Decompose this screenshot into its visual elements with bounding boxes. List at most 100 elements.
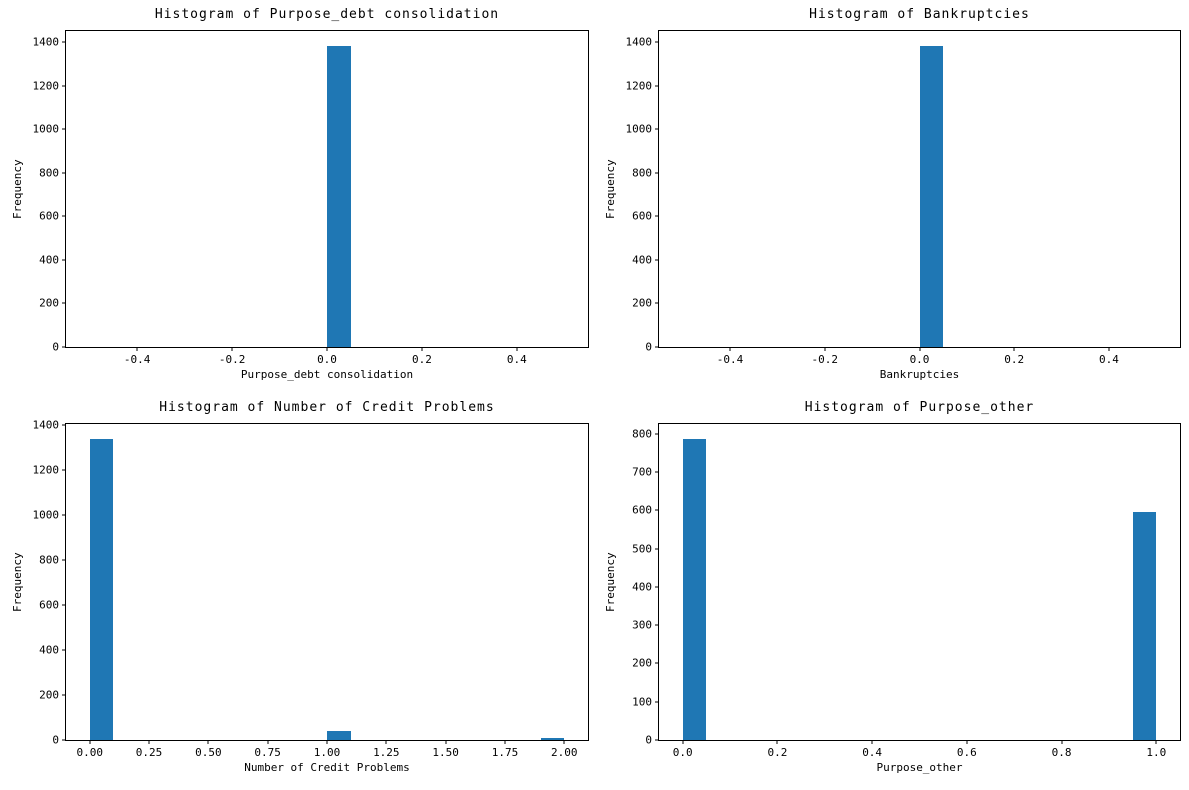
x-tick-mark	[326, 347, 328, 351]
x-tick-mark	[516, 347, 518, 351]
chart-title: Histogram of Bankruptcies	[809, 7, 1030, 22]
x-tick-mark	[421, 347, 423, 351]
x-tick-mark	[267, 740, 269, 744]
y-tick-mark	[655, 215, 659, 217]
x-tick-mark	[136, 347, 138, 351]
x-tick-mark	[326, 740, 328, 744]
y-axis-label: Frequency	[11, 552, 24, 612]
y-tick-mark	[655, 586, 659, 588]
y-tick-mark	[655, 624, 659, 626]
x-tick-mark	[231, 347, 233, 351]
x-tick-label: -0.4	[716, 353, 744, 366]
x-tick-label: 0.50	[195, 746, 222, 759]
y-tick-label: 800	[39, 166, 59, 180]
x-tick-label: -0.2	[218, 353, 246, 366]
y-tick-mark	[62, 424, 66, 426]
y-tick-label: 800	[39, 553, 59, 567]
y-tick-mark	[62, 215, 66, 217]
y-tick-label: 400	[632, 580, 652, 594]
y-tick-label: 600	[632, 503, 652, 517]
y-tick-label: 800	[632, 166, 652, 180]
y-tick-label: 1200	[625, 79, 653, 93]
y-tick-label: 1200	[32, 463, 60, 477]
x-tick-label: 2.00	[551, 746, 578, 759]
y-tick-label: 0	[52, 340, 59, 354]
x-tick-mark	[871, 740, 873, 744]
y-tick-mark	[62, 41, 66, 43]
plot-area: -0.4 -0.2 0.0 0.2 0.4 0 200 400 600 800 1000 1200 14…	[626, 30, 1181, 366]
x-tick-label: 0.4	[506, 353, 527, 366]
plot-area: -0.4 -0.2 0.0 0.2 0.4 0 200 400 600 800 1000 1200 14…	[33, 30, 589, 366]
x-tick-mark	[385, 740, 387, 744]
y-tick-mark	[62, 128, 66, 130]
y-tick-label: 1000	[625, 122, 653, 136]
x-axis-label: Bankruptcies	[879, 368, 960, 381]
x-tick-label: 0.25	[135, 746, 163, 759]
y-tick-label: 600	[39, 209, 59, 223]
x-tick-label: -0.2	[811, 353, 839, 366]
y-tick-label: 1000	[32, 122, 60, 136]
y-tick-label: 200	[39, 296, 59, 310]
y-tick-mark	[655, 128, 659, 130]
x-tick-label: 0.4	[1099, 353, 1119, 366]
histogram-bar	[682, 438, 707, 740]
y-tick-label: 600	[632, 209, 652, 223]
y-tick-mark	[655, 172, 659, 174]
histogram-bar	[1132, 512, 1157, 740]
x-tick-label: 0.0	[909, 353, 930, 366]
y-tick-mark	[62, 739, 66, 741]
y-tick-label: 400	[632, 253, 652, 267]
x-tick-mark	[207, 740, 209, 744]
y-tick-label: 700	[632, 465, 652, 479]
y-tick-label: 400	[39, 643, 59, 657]
x-tick-label: 1.25	[373, 746, 400, 759]
x-tick-label: 0.0	[317, 353, 337, 366]
y-tick-mark	[62, 559, 66, 561]
y-axis-label: Frequency	[11, 159, 24, 219]
x-tick-mark	[504, 740, 506, 744]
x-tick-mark	[148, 740, 150, 744]
y-tick-mark	[655, 85, 659, 87]
y-tick-mark	[62, 346, 66, 348]
x-tick-label: 0.00	[76, 746, 103, 759]
y-tick-mark	[655, 302, 659, 304]
y-tick-mark	[62, 694, 66, 696]
y-tick-mark	[62, 604, 66, 606]
y-tick-mark	[62, 172, 66, 174]
x-tick-mark	[1108, 347, 1110, 351]
x-tick-mark	[445, 740, 447, 744]
x-axis-label: Number of Credit Problems	[244, 761, 410, 774]
y-tick-label: 100	[632, 695, 652, 709]
x-tick-mark	[563, 740, 565, 744]
x-tick-mark	[1155, 740, 1157, 744]
x-tick-label: 1.0	[1146, 746, 1167, 759]
chart-title: Histogram of Purpose_debt consolidation	[154, 7, 500, 22]
y-tick-mark	[655, 346, 659, 348]
y-tick-label: 1400	[625, 35, 653, 49]
y-axis-label: Frequency	[604, 159, 617, 219]
histogram-bar	[919, 46, 944, 347]
plot-area: 0.0 0.2 0.4 0.6 0.8 1.0 0 100 200 300 400 500 600 700…	[632, 423, 1181, 759]
y-tick-label: 300	[632, 618, 652, 632]
y-tick-mark	[62, 514, 66, 516]
y-tick-label: 1400	[32, 35, 60, 49]
y-tick-mark	[655, 471, 659, 473]
x-tick-label: 0.0	[672, 746, 693, 759]
x-tick-mark	[776, 740, 778, 744]
y-tick-mark	[655, 739, 659, 741]
x-tick-label: 0.2	[767, 746, 788, 759]
y-tick-label: 800	[632, 427, 652, 441]
y-tick-label: 1400	[32, 418, 60, 432]
y-tick-mark	[62, 469, 66, 471]
y-tick-mark	[655, 548, 659, 550]
y-tick-label: 0	[645, 733, 652, 747]
x-tick-label: -0.4	[123, 353, 151, 366]
y-tick-mark	[655, 701, 659, 703]
x-tick-label: 1.50	[432, 746, 459, 759]
y-tick-label: 200	[39, 688, 59, 702]
x-tick-mark	[919, 347, 920, 351]
y-tick-mark	[62, 259, 66, 261]
x-tick-mark	[729, 347, 731, 351]
histogram-bar	[327, 731, 351, 740]
